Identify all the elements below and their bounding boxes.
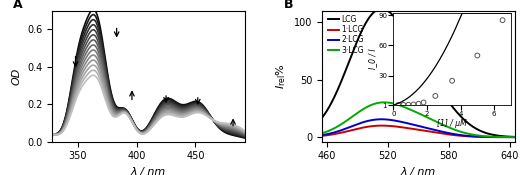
LCG (319, 117, 325, 119)
LCG (434, 84, 440, 86)
LCG (508, 136, 514, 138)
3·LCG (381, 101, 387, 103)
3·LCG (477, 135, 484, 137)
1·LCG (512, 136, 518, 138)
LCG (412, 48, 418, 50)
Legend: LCG, 1·LCG, 2·LCG, 3·LCG: LCG, 1·LCG, 2·LCG, 3·LCG (328, 14, 365, 55)
Text: B: B (283, 0, 293, 11)
LCG (411, 46, 417, 48)
3·LCG (508, 136, 514, 138)
1·LCG (508, 136, 514, 138)
LCG (379, 8, 385, 10)
3·LCG (319, 132, 325, 134)
2·LCG (319, 134, 325, 136)
1·LCG (379, 125, 385, 127)
1·LCG (424, 130, 430, 132)
1·LCG (412, 128, 418, 130)
2·LCG (434, 130, 440, 132)
Y-axis label: OD: OD (11, 67, 21, 85)
LCG (512, 136, 518, 138)
Text: A: A (14, 0, 23, 11)
X-axis label: λ / nm: λ / nm (131, 167, 166, 175)
Line: 1·LCG: 1·LCG (322, 126, 515, 137)
1·LCG (319, 135, 325, 137)
1·LCG (434, 132, 440, 134)
Y-axis label: $I_{\rm rel}$%: $I_{\rm rel}$% (275, 63, 288, 89)
2·LCG (412, 124, 418, 126)
3·LCG (512, 136, 518, 138)
2·LCG (424, 127, 430, 129)
LCG (477, 130, 484, 132)
3·LCG (412, 111, 418, 113)
3·LCG (424, 116, 430, 118)
Line: 2·LCG: 2·LCG (322, 119, 515, 137)
1·LCG (477, 136, 484, 138)
2·LCG (512, 136, 518, 138)
Line: 3·LCG: 3·LCG (322, 102, 515, 137)
2·LCG (379, 118, 385, 120)
3·LCG (434, 121, 440, 123)
X-axis label: λ / nm: λ / nm (401, 167, 436, 175)
LCG (424, 67, 430, 69)
2·LCG (477, 136, 484, 138)
Line: LCG: LCG (322, 9, 515, 137)
2·LCG (411, 124, 417, 126)
3·LCG (411, 110, 417, 112)
1·LCG (411, 128, 417, 130)
2·LCG (508, 136, 514, 138)
